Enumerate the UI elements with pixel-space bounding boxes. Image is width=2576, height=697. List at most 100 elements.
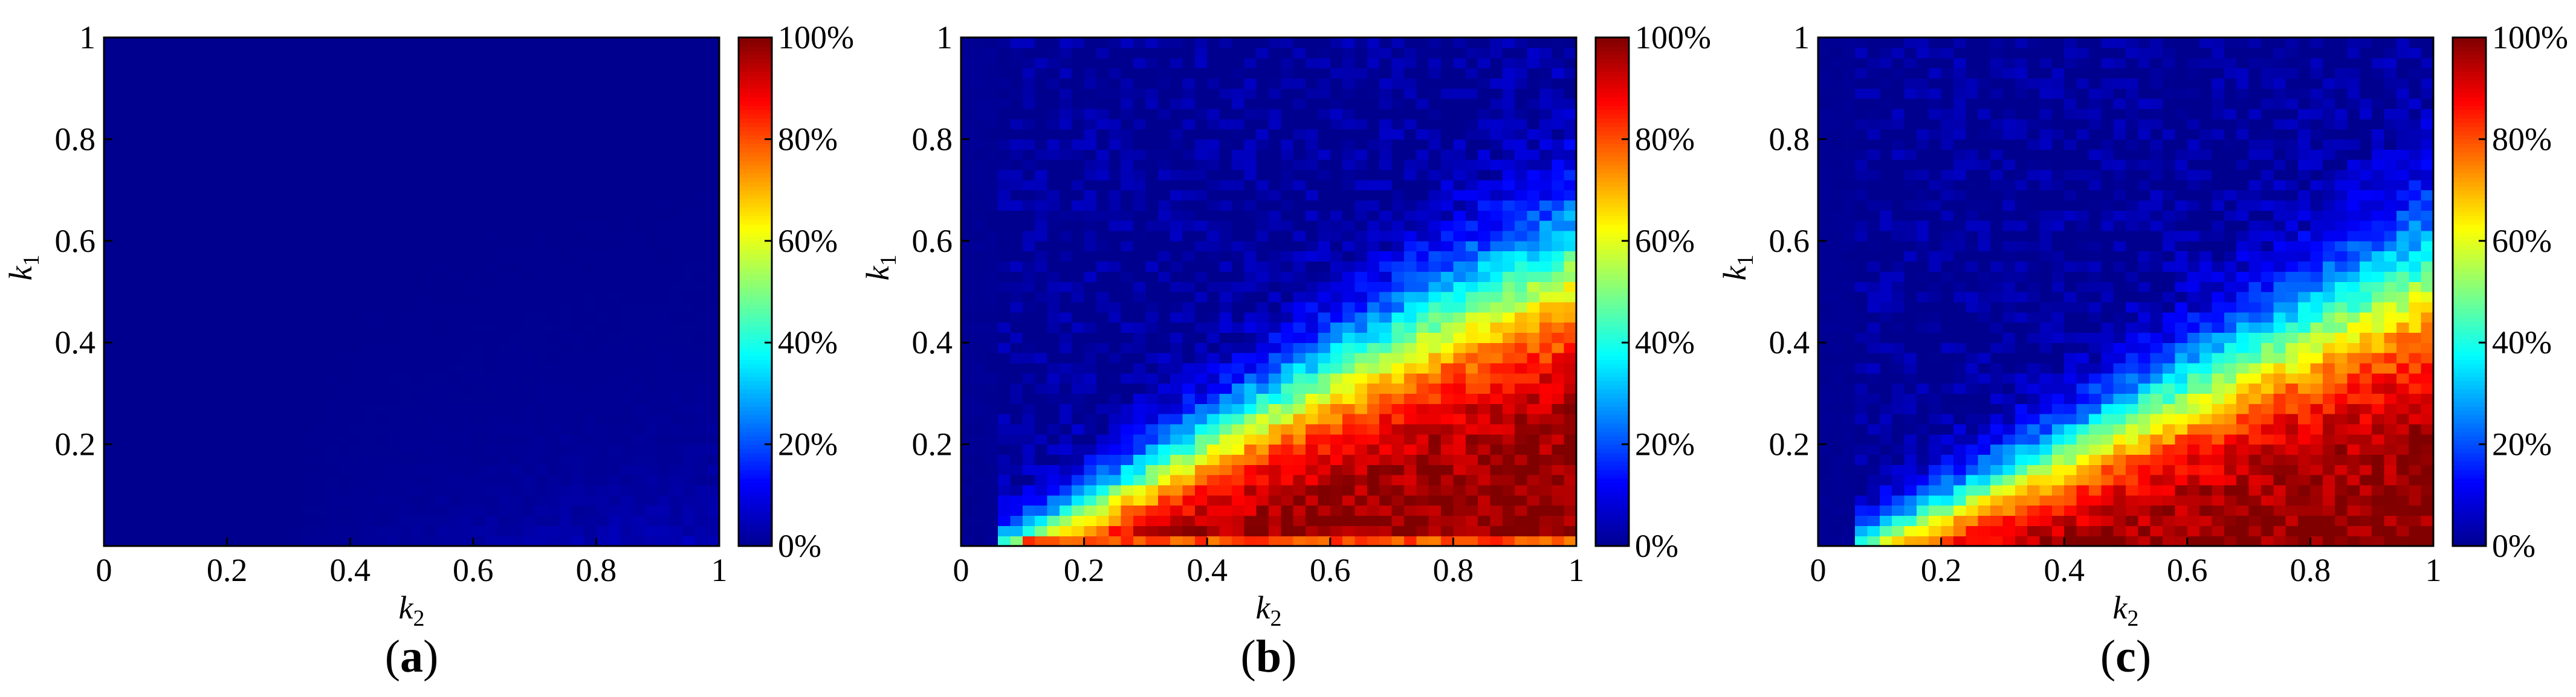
heatmap-cell [1219,179,1232,191]
heatmap-cell [374,240,387,252]
heatmap-cell [670,179,683,191]
heatmap-cell [436,475,449,486]
heatmap-cell [645,118,658,130]
heatmap-cell [1515,220,1528,231]
colorbar-tick-label: 60% [778,223,838,259]
heatmap-cell [1453,210,1466,221]
heatmap-cell [1478,281,1491,292]
heatmap-cell [485,505,499,516]
heatmap-cell [1269,484,1281,496]
heatmap-cell [1441,393,1454,404]
heatmap-cell [1391,139,1405,150]
heatmap-cell [325,444,338,455]
heatmap-cell [1330,525,1343,536]
heatmap-cell [584,301,597,313]
heatmap-cell [1084,37,1097,48]
heatmap-cell [658,57,671,69]
heatmap-cell [1022,536,1035,547]
heatmap-cell [522,403,536,414]
heatmap-cell [1096,149,1109,160]
heatmap-cell [1502,230,1515,242]
heatmap-cell [1121,230,1134,242]
heatmap-cell [1478,220,1491,231]
heatmap-cell [694,210,708,221]
heatmap-cell [559,139,572,150]
heatmap-cell [985,190,998,201]
heatmap-cell [1367,149,1380,160]
heatmap-cell [264,179,277,191]
heatmap-cell [1194,230,1208,242]
heatmap-cell [985,322,998,333]
heatmap-cell [412,190,424,201]
heatmap-cell [264,373,277,384]
heatmap-cell [1379,169,1393,181]
heatmap-cell [461,312,474,323]
heatmap-cell [497,68,511,79]
heatmap-cell [584,220,597,231]
heatmap-cell [104,505,117,516]
heatmap-cell [461,353,474,364]
heatmap-cell [325,159,338,170]
heatmap-cell [694,464,708,475]
heatmap-cell [1010,88,1023,99]
heatmap-cell [1428,403,1442,414]
heatmap-cell [510,57,523,69]
heatmap-cell [399,240,412,252]
heatmap-cell [1256,57,1269,69]
heatmap-cell [313,159,326,170]
heatmap-cell [1157,88,1171,99]
heatmap-cell [1281,332,1294,343]
heatmap-cell [337,190,351,201]
heatmap-cell [1403,525,1417,536]
heatmap-cell [670,353,683,364]
heatmap-cell [682,118,695,130]
heatmap-cell [1108,464,1122,475]
heatmap-cell [584,78,597,89]
heatmap-cell [1035,292,1048,303]
heatmap-cell [128,261,141,272]
heatmap-cell [1527,200,1540,211]
heatmap-cell [522,88,536,99]
heatmap-cell [1403,281,1417,292]
heatmap-cell [1281,484,1294,496]
heatmap-cell [658,495,671,506]
heatmap-cell [374,88,387,99]
heatmap-cell [1145,292,1159,303]
heatmap-cell [596,139,609,150]
heatmap-cell [436,332,449,343]
heatmap-cell [510,464,523,475]
heatmap-cell [473,423,486,435]
heatmap-cell [288,251,302,262]
heatmap-cell [658,362,671,374]
heatmap-cell [1379,423,1393,435]
heatmap-cell [546,342,560,353]
heatmap-cell [1269,505,1281,516]
heatmap-cell [165,312,178,323]
heatmap-cell [497,353,511,364]
heatmap-cell [1527,353,1540,364]
heatmap-cell [264,200,277,211]
heatmap-cell [1453,271,1466,282]
heatmap-cell [325,495,338,506]
heatmap-cell [998,505,1011,516]
heatmap-cell [1379,505,1393,516]
heatmap-cell [522,464,536,475]
heatmap-cell [1416,271,1429,282]
heatmap-cell [1379,118,1393,130]
heatmap-cell [1478,312,1491,323]
heatmap-cell [424,169,437,181]
heatmap-cell [473,322,486,333]
heatmap-cell [1428,118,1442,130]
heatmap-cell [546,159,560,170]
colorbar-step [739,372,772,377]
heatmap-cell [1047,475,1060,486]
heatmap-cell [1330,444,1343,455]
heatmap-cell [1072,434,1085,445]
heatmap-cell [251,312,265,323]
colorbar-step [739,54,772,59]
heatmap-cell [621,444,634,455]
heatmap-cell [1108,332,1122,343]
heatmap-cell [1219,220,1232,231]
heatmap-cell [998,281,1011,292]
heatmap-cell [1145,475,1159,486]
